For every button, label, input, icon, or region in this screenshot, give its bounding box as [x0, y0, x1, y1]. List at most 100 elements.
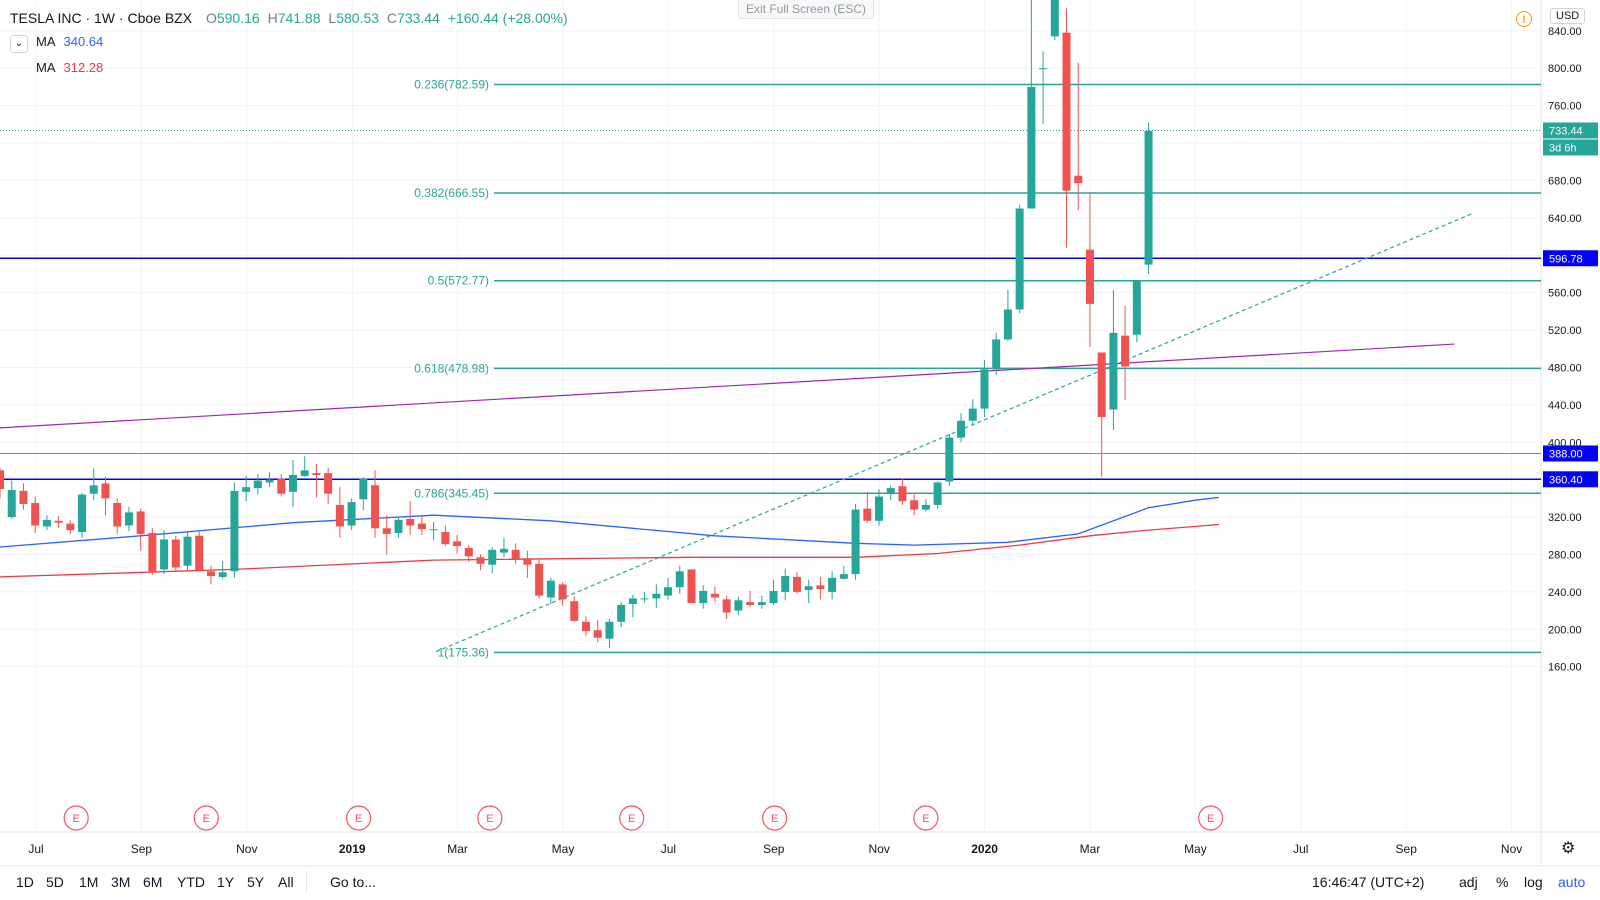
candle: [757, 595, 766, 609]
auto-toggle[interactable]: auto: [1558, 874, 1586, 890]
y-tick-label: 280.00: [1548, 549, 1582, 561]
ma-line: [0, 496, 1219, 548]
candle: [546, 577, 555, 605]
exit-fullscreen-button[interactable]: Exit Full Screen (ESC): [738, 0, 875, 19]
level-badge: 360.40: [1543, 471, 1598, 488]
candle: [1121, 305, 1130, 401]
candle: [464, 545, 473, 562]
candle-body: [476, 557, 485, 564]
adj-toggle[interactable]: adj: [1459, 874, 1478, 890]
candle-body: [535, 563, 544, 596]
chevron-down-icon[interactable]: ⌄: [10, 35, 28, 53]
range-1m-button[interactable]: 1M: [79, 874, 99, 890]
earnings-circle: [193, 805, 219, 831]
range-5y-button[interactable]: 5Y: [247, 874, 265, 890]
trendlines[interactable]: [0, 212, 1474, 653]
indicator-value: 312.28: [63, 60, 104, 75]
candle-body: [1027, 86, 1036, 209]
range-all-button[interactable]: All: [278, 874, 294, 890]
trendline-dashed: [435, 212, 1474, 653]
candle: [921, 499, 930, 512]
goto-button[interactable]: Go to...: [330, 874, 376, 890]
candle-body: [851, 509, 860, 575]
candle: [242, 475, 251, 502]
candle-body: [183, 536, 192, 566]
fibonacci-retracement[interactable]: 0(970.17)0.236(782.59)0.382(666.55)0.5(5…: [414, 0, 1541, 659]
candle-body: [722, 599, 731, 613]
range-1y-button[interactable]: 1Y: [217, 874, 235, 890]
candle: [7, 480, 16, 519]
range-6m-button[interactable]: 6M: [143, 874, 163, 890]
candle: [265, 472, 274, 488]
y-tick-label: 160.00: [1548, 662, 1582, 674]
candle-body: [113, 503, 122, 527]
candle: [828, 571, 837, 600]
gear-icon[interactable]: ⚙: [1561, 840, 1576, 857]
earnings-marker: E: [619, 805, 645, 831]
high-value: 741.88: [277, 10, 321, 26]
candle-body: [1074, 175, 1083, 184]
candle-body: [781, 575, 790, 592]
candle: [558, 582, 567, 606]
candle: [886, 485, 895, 501]
earnings-circle: [619, 805, 645, 831]
level-badge-bg: [1543, 250, 1598, 267]
warning-icon[interactable]: !: [1516, 11, 1532, 27]
range-5d-button[interactable]: 5D: [46, 874, 64, 890]
x-tick-label: Jul: [661, 842, 676, 856]
candle-body: [921, 504, 930, 510]
candle-body: [816, 585, 825, 590]
earnings-circle: [762, 805, 788, 831]
candle-body: [1109, 332, 1118, 410]
range-3m-button[interactable]: 3M: [111, 874, 131, 890]
candle-body: [1062, 32, 1071, 191]
candle: [722, 595, 731, 619]
candle: [253, 474, 262, 495]
y-tick-label: 800.00: [1548, 63, 1582, 75]
candle-body: [910, 500, 919, 510]
clock-timezone[interactable]: 16:46:47 (UTC+2): [1312, 874, 1425, 890]
candle-body: [769, 590, 778, 604]
candle-body: [453, 541, 462, 547]
candle: [1097, 352, 1106, 477]
candle: [335, 487, 344, 538]
level-badge-text: 388.00: [1549, 448, 1583, 460]
candle: [523, 550, 532, 578]
candle: [699, 585, 708, 609]
candle-body: [992, 339, 1001, 370]
candle-body: [54, 520, 63, 523]
range-ytd-button[interactable]: YTD: [177, 874, 205, 890]
indicator-ma-1[interactable]: ⌄ MA 340.64: [10, 34, 103, 53]
earnings-marker: E: [346, 805, 372, 831]
low-value: 580.53: [336, 10, 380, 26]
candle: [792, 572, 801, 594]
candle: [277, 474, 286, 497]
candle-body: [289, 474, 297, 492]
candle: [66, 519, 75, 534]
candle-body: [382, 528, 391, 534]
candle: [992, 332, 1001, 375]
indicator-ma-2[interactable]: MA 312.28: [36, 60, 103, 75]
candle-body: [1003, 309, 1012, 340]
candle: [839, 565, 848, 580]
earnings-circle: [1198, 805, 1224, 831]
candle: [183, 531, 192, 572]
log-toggle[interactable]: log: [1524, 874, 1543, 890]
candle: [453, 534, 462, 554]
candle-body: [945, 437, 954, 482]
last-price-badge-text: 733.44: [1549, 125, 1583, 137]
candle: [535, 558, 544, 599]
percent-toggle[interactable]: %: [1496, 874, 1509, 890]
candle: [394, 517, 403, 538]
x-tick-label: Mar: [1080, 842, 1101, 856]
candle-body: [66, 523, 75, 531]
range-1d-button[interactable]: 1D: [16, 874, 34, 890]
level-badge-bg: [1543, 445, 1598, 462]
currency-button[interactable]: USD: [1550, 8, 1586, 24]
candle-body: [31, 503, 40, 526]
candle-body: [136, 511, 145, 534]
horizontal-lines[interactable]: [0, 129, 1541, 481]
candle: [1085, 192, 1094, 347]
candle: [382, 515, 391, 555]
